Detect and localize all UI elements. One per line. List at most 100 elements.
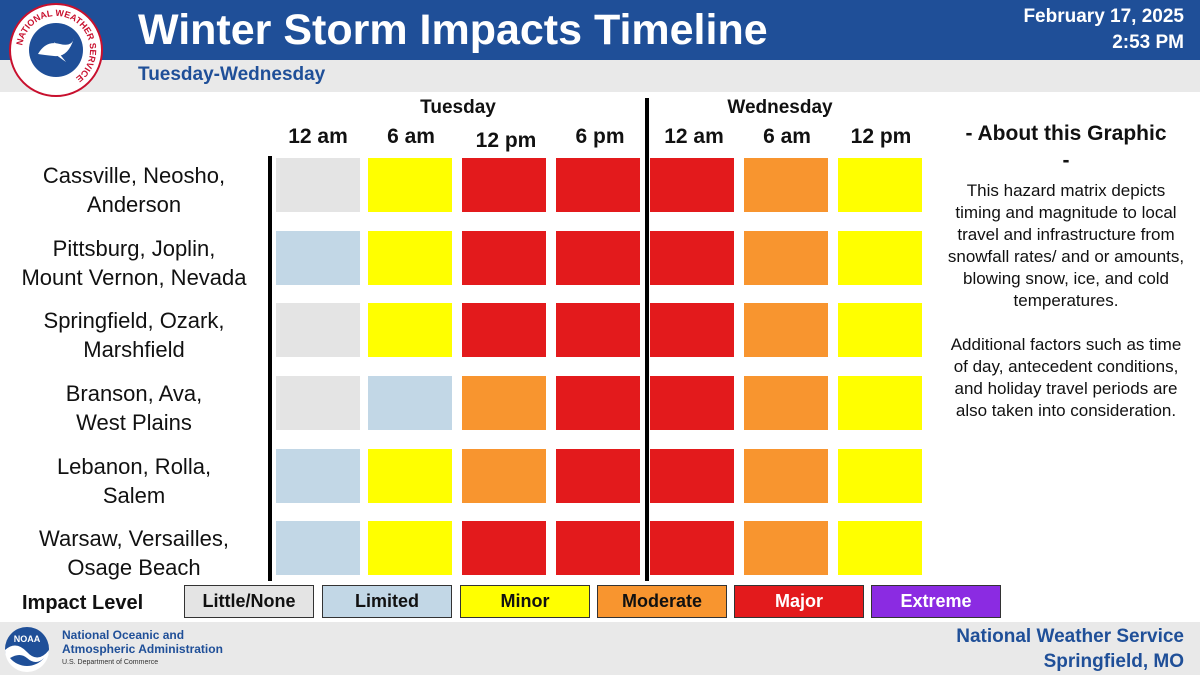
page-subtitle: Tuesday-Wednesday bbox=[138, 64, 326, 85]
impact-cell bbox=[556, 231, 640, 285]
row-label-line: Salem bbox=[102, 483, 166, 508]
legend-item: Extreme bbox=[871, 585, 1001, 618]
row-label-line: Mount Vernon, Nevada bbox=[21, 265, 247, 290]
impact-cell bbox=[276, 376, 360, 430]
impact-cell bbox=[556, 376, 640, 430]
nws-office: National Weather Service Springfield, MO bbox=[956, 624, 1184, 674]
impact-cell bbox=[744, 303, 828, 357]
impact-cell bbox=[368, 376, 452, 430]
impact-cell bbox=[838, 376, 922, 430]
impact-cell bbox=[276, 303, 360, 357]
about-title: - About this Graphic - bbox=[944, 120, 1188, 174]
noaa-name-line2: Atmospheric Administration bbox=[62, 642, 223, 656]
time-label: 6 am bbox=[763, 125, 811, 148]
footer-bar bbox=[0, 622, 1200, 675]
nws-office-line1: National Weather Service bbox=[956, 626, 1184, 647]
impact-cell bbox=[650, 303, 734, 357]
impact-cell bbox=[838, 303, 922, 357]
day-divider-line bbox=[645, 98, 649, 581]
legend-item: Moderate bbox=[597, 585, 727, 618]
impact-cell bbox=[744, 449, 828, 503]
impact-cell bbox=[556, 449, 640, 503]
impact-cell bbox=[462, 158, 546, 212]
noaa-department: U.S. Department of Commerce bbox=[62, 659, 159, 666]
row-label: Pittsburg, Joplin, Mount Vernon, Nevada bbox=[0, 234, 268, 292]
impact-cell bbox=[462, 521, 546, 575]
legend-label: Impact Level bbox=[22, 592, 144, 614]
legend-item: Major bbox=[734, 585, 864, 618]
impact-cell bbox=[462, 376, 546, 430]
time-label: 12 pm bbox=[475, 129, 537, 152]
legend-item: Limited bbox=[322, 585, 452, 618]
impact-cell bbox=[276, 449, 360, 503]
svg-text:NOAA: NOAA bbox=[14, 634, 41, 644]
subheader-bar bbox=[0, 60, 1200, 92]
row-label-line: Marshfield bbox=[83, 337, 185, 362]
row-label: Branson, Ava, West Plains bbox=[0, 379, 268, 437]
impact-cell bbox=[556, 521, 640, 575]
row-label-line: Lebanon, Rolla, bbox=[56, 454, 212, 479]
impact-cell bbox=[462, 449, 546, 503]
about-panel: - About this Graphic - This hazard matri… bbox=[944, 120, 1188, 422]
impact-cell bbox=[650, 158, 734, 212]
impact-cell bbox=[838, 231, 922, 285]
impact-cell bbox=[650, 449, 734, 503]
impact-cell bbox=[744, 231, 828, 285]
impact-cell bbox=[744, 376, 828, 430]
impact-cell bbox=[556, 303, 640, 357]
page-title: Winter Storm Impacts Timeline bbox=[138, 6, 768, 54]
header-bar bbox=[0, 0, 1200, 60]
impact-cell bbox=[744, 158, 828, 212]
about-paragraph-1: This hazard matrix depicts timing and ma… bbox=[947, 181, 1185, 310]
noaa-name-line1: National Oceanic and bbox=[62, 628, 185, 642]
day-label-wednesday: Wednesday bbox=[727, 97, 833, 118]
row-label-line: West Plains bbox=[76, 410, 192, 435]
row-label-line: Springfield, Ozark, bbox=[43, 308, 225, 333]
day-label-tuesday: Tuesday bbox=[420, 97, 496, 118]
row-label-line: Warsaw, Versailles, bbox=[39, 526, 229, 551]
impact-cell bbox=[650, 521, 734, 575]
nws-logo: NATIONAL WEATHER SERVICE bbox=[9, 3, 103, 97]
issue-datetime: February 17, 2025 2:53 PM bbox=[1023, 4, 1184, 56]
impact-cell bbox=[368, 521, 452, 575]
time-label: 12 am bbox=[664, 125, 724, 148]
time-label: 6 am bbox=[387, 125, 435, 148]
impact-cell bbox=[276, 521, 360, 575]
impact-cell bbox=[368, 303, 452, 357]
impact-cell bbox=[276, 231, 360, 285]
impact-cell bbox=[838, 449, 922, 503]
row-label-line: Branson, Ava, bbox=[65, 381, 203, 406]
row-label-line: Cassville, Neosho, bbox=[42, 163, 226, 188]
impact-cell bbox=[368, 158, 452, 212]
row-label: Cassville, Neosho, Anderson bbox=[0, 161, 268, 219]
time-label: 12 pm bbox=[850, 125, 912, 148]
time-label: 6 pm bbox=[575, 125, 625, 148]
legend-item: Little/None bbox=[184, 585, 314, 618]
noaa-name: National Oceanic and Atmospheric Adminis… bbox=[62, 628, 223, 656]
row-label: Lebanon, Rolla, Salem bbox=[0, 452, 268, 510]
nws-office-line2: Springfield, MO bbox=[1043, 651, 1184, 672]
impact-cell bbox=[368, 449, 452, 503]
impact-cell bbox=[744, 521, 828, 575]
about-title-line1: - About this Graphic bbox=[965, 122, 1167, 145]
issue-time: 2:53 PM bbox=[1112, 32, 1184, 53]
impact-cell bbox=[650, 231, 734, 285]
impact-cell bbox=[462, 231, 546, 285]
about-title-line2: - bbox=[1062, 149, 1070, 172]
row-label: Warsaw, Versailles, Osage Beach bbox=[0, 524, 268, 582]
time-label: 12 am bbox=[288, 125, 348, 148]
row-label-line: Pittsburg, Joplin, bbox=[52, 236, 216, 261]
impact-cell bbox=[276, 158, 360, 212]
impact-cell bbox=[838, 521, 922, 575]
impact-cell bbox=[368, 231, 452, 285]
impact-cell bbox=[556, 158, 640, 212]
row-label: Springfield, Ozark, Marshfield bbox=[0, 306, 268, 364]
impact-cell bbox=[838, 158, 922, 212]
row-label-line: Osage Beach bbox=[67, 555, 201, 580]
legend-item: Minor bbox=[460, 585, 590, 618]
issue-date: February 17, 2025 bbox=[1023, 6, 1184, 27]
impact-cell bbox=[650, 376, 734, 430]
row-label-line: Anderson bbox=[86, 192, 182, 217]
about-paragraph-2: Additional factors such as time of day, … bbox=[950, 335, 1182, 420]
noaa-logo: NOAA bbox=[5, 627, 49, 672]
